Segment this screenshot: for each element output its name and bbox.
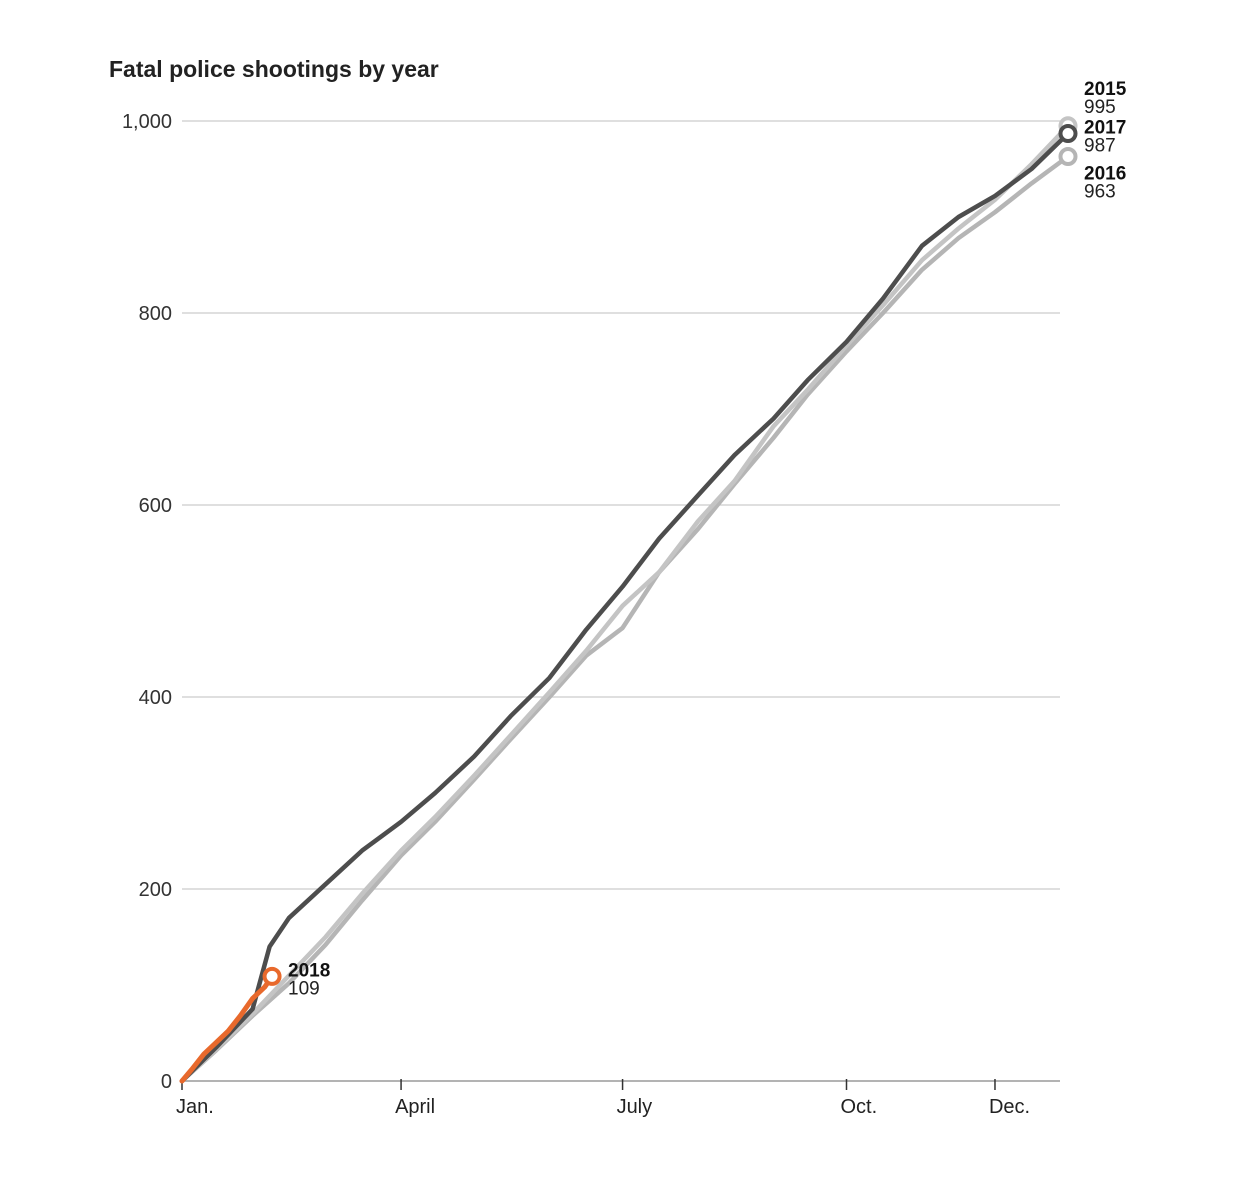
y-tick-label: 600 [139, 495, 172, 517]
x-tick-label: Jan. [176, 1096, 214, 1118]
endpoint-marker-2016 [1058, 147, 1078, 167]
y-tick-label: 400 [139, 687, 172, 709]
endpoint-value-label-2017: 987 [1084, 135, 1116, 156]
y-tick-label: 800 [139, 303, 172, 325]
x-tick-label: April [395, 1096, 435, 1118]
series-line-2016 [179, 154, 1071, 1084]
endpoint-marker-2017 [1058, 123, 1078, 143]
series-line-2015 [179, 123, 1071, 1084]
endpoint-year-label-2015: 2015 [1084, 79, 1127, 100]
x-axis: Jan. April July Oct. Dec. [176, 1079, 1030, 1118]
y-axis: 0 200 400 600 800 1,000 [122, 111, 172, 1093]
x-tick-label: Oct. [841, 1096, 878, 1118]
gridlines [182, 120, 1060, 1082]
chart-title: Fatal police shootings by year [109, 56, 439, 82]
series-lines [179, 123, 1071, 1084]
series-line-2018 [179, 973, 275, 1084]
y-tick-label: 1,000 [122, 111, 172, 133]
x-tick-label: July [617, 1096, 653, 1118]
y-tick-label: 0 [161, 1071, 172, 1093]
series-line-2017 [179, 131, 1071, 1084]
endpoint-marker-2018 [262, 966, 282, 986]
endpoint-value-label-2015: 995 [1084, 97, 1116, 118]
endpoint-value-label-2018: 109 [288, 978, 320, 999]
endpoint-year-label-2018: 2018 [288, 960, 330, 981]
y-tick-label: 200 [139, 879, 172, 901]
endpoint-value-label-2016: 963 [1084, 182, 1116, 203]
endpoint-year-label-2017: 2017 [1084, 117, 1126, 138]
endpoint-year-label-2016: 2016 [1084, 164, 1126, 185]
x-tick-label: Dec. [989, 1096, 1030, 1118]
